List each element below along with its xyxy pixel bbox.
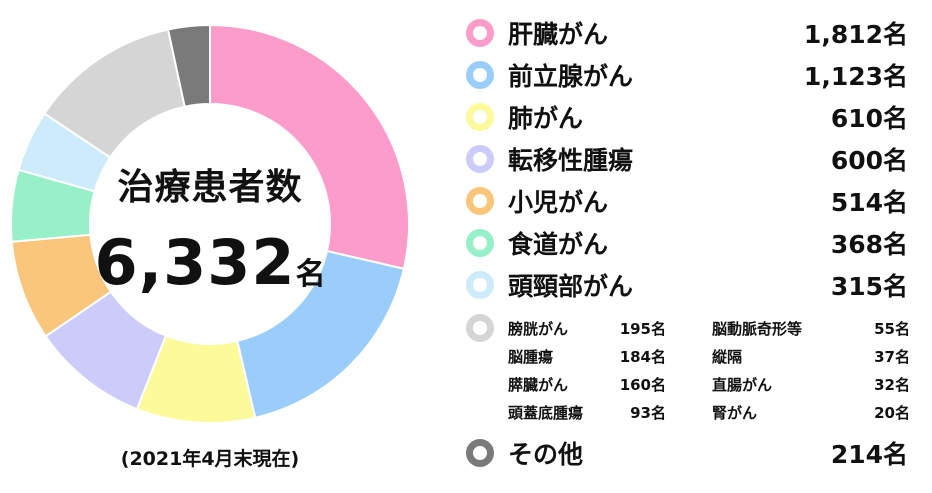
legend-item: 前立腺がん 1,123名 [466, 54, 908, 96]
legend-item: 食道がん 368名 [466, 222, 908, 264]
others-item-count: 93名 [630, 403, 666, 422]
others-item-count: 184名 [619, 347, 666, 366]
legend-count: 600名 [830, 146, 908, 175]
others-item-count: 55名 [874, 319, 910, 338]
others-item-label: 頭蓋底腫瘍 [508, 403, 584, 422]
legend-ring-icon [466, 19, 494, 47]
legend-ring-icon [466, 271, 494, 299]
legend-main: 肝臓がん 1,812名前立腺がん 1,123名肺がん 610名転移性腫瘍 600名小児が… [466, 12, 908, 306]
legend-ring-icon [466, 439, 494, 467]
legend-label: 頭頸部がん [508, 272, 634, 301]
legend-label: 肝臓がん [508, 20, 609, 49]
legend-item: 転移性腫瘍 600名 [466, 138, 908, 180]
center-title: 治療患者数 [117, 167, 303, 208]
others-item-count: 32名 [874, 375, 910, 394]
legend-count: 1,812名 [803, 20, 908, 49]
center-total: 6,332名 [0, 226, 420, 299]
legend-ring-icon [466, 103, 494, 131]
legend-count: 315名 [830, 272, 908, 301]
center-total-unit: 名 [295, 257, 326, 292]
legend-count: 610名 [830, 104, 908, 133]
others-item-count: 160名 [619, 375, 666, 394]
others-item-label: 縦隔 [712, 347, 743, 366]
donut-chart [10, 23, 410, 424]
donut-slice-0 [209, 23, 410, 271]
legend-count: 368名 [830, 230, 908, 259]
legend-ring-icon [466, 61, 494, 89]
others-item: 膀胱がん 195名 [508, 314, 666, 342]
others-item: 頭蓋底腫瘍 93名 [508, 398, 666, 426]
others-item-count: 20名 [874, 403, 910, 422]
as-of-date: (2021年4月末現在) [120, 448, 300, 470]
others-item: 膵臓がん 160名 [508, 370, 666, 398]
others-item-label: 脳動脈奇形等 [712, 319, 803, 338]
others-item-label: 直腸がん [712, 375, 773, 394]
legend-count: 1,123名 [803, 62, 908, 91]
center-total-number: 6,332 [94, 226, 296, 299]
legend-label: 前立腺がん [508, 62, 634, 91]
legend-count: 214名 [830, 440, 908, 469]
legend-ring-icon [466, 229, 494, 257]
others-item-label: 膀胱がん [508, 319, 569, 338]
legend-item-other: その他 214名 [466, 432, 908, 474]
others-item: 縦隔 37名 [712, 342, 910, 370]
others-column-1: 膀胱がん 195名脳腫瘍 184名膵臓がん 160名頭蓋底腫瘍 93名 [508, 314, 666, 426]
others-item-label: 膵臓がん [508, 375, 569, 394]
others-group-ring-icon [466, 314, 494, 342]
others-item-label: 脳腫瘍 [508, 347, 554, 366]
others-item: 腎がん 20名 [712, 398, 910, 426]
legend-item: 頭頸部がん 315名 [466, 264, 908, 306]
legend-label: 食道がん [508, 230, 609, 259]
legend-count: 514名 [830, 188, 908, 217]
legend-label: 肺がん [508, 104, 584, 133]
legend-label: 小児がん [508, 188, 609, 217]
legend-label: 転移性腫瘍 [508, 146, 634, 175]
legend-label: その他 [508, 440, 584, 469]
donut-slice-8 [166, 23, 211, 108]
legend-ring-icon [466, 187, 494, 215]
legend-item: 肺がん 610名 [466, 96, 908, 138]
legend-ring-icon [466, 145, 494, 173]
legend-others-group: 膀胱がん 195名脳腫瘍 184名膵臓がん 160名頭蓋底腫瘍 93名 脳動脈奇形等 55… [466, 314, 912, 424]
others-item-count: 37名 [874, 347, 910, 366]
others-item: 脳腫瘍 184名 [508, 342, 666, 370]
legend-item: 肝臓がん 1,812名 [466, 12, 908, 54]
others-item-count: 195名 [619, 319, 666, 338]
others-item-label: 腎がん [712, 403, 758, 422]
others-item: 脳動脈奇形等 55名 [712, 314, 910, 342]
others-column-2: 脳動脈奇形等 55名縦隔 37名直腸がん 32名腎がん 20名 [712, 314, 910, 426]
others-item: 直腸がん 32名 [712, 370, 910, 398]
legend-item: 小児がん 514名 [466, 180, 908, 222]
